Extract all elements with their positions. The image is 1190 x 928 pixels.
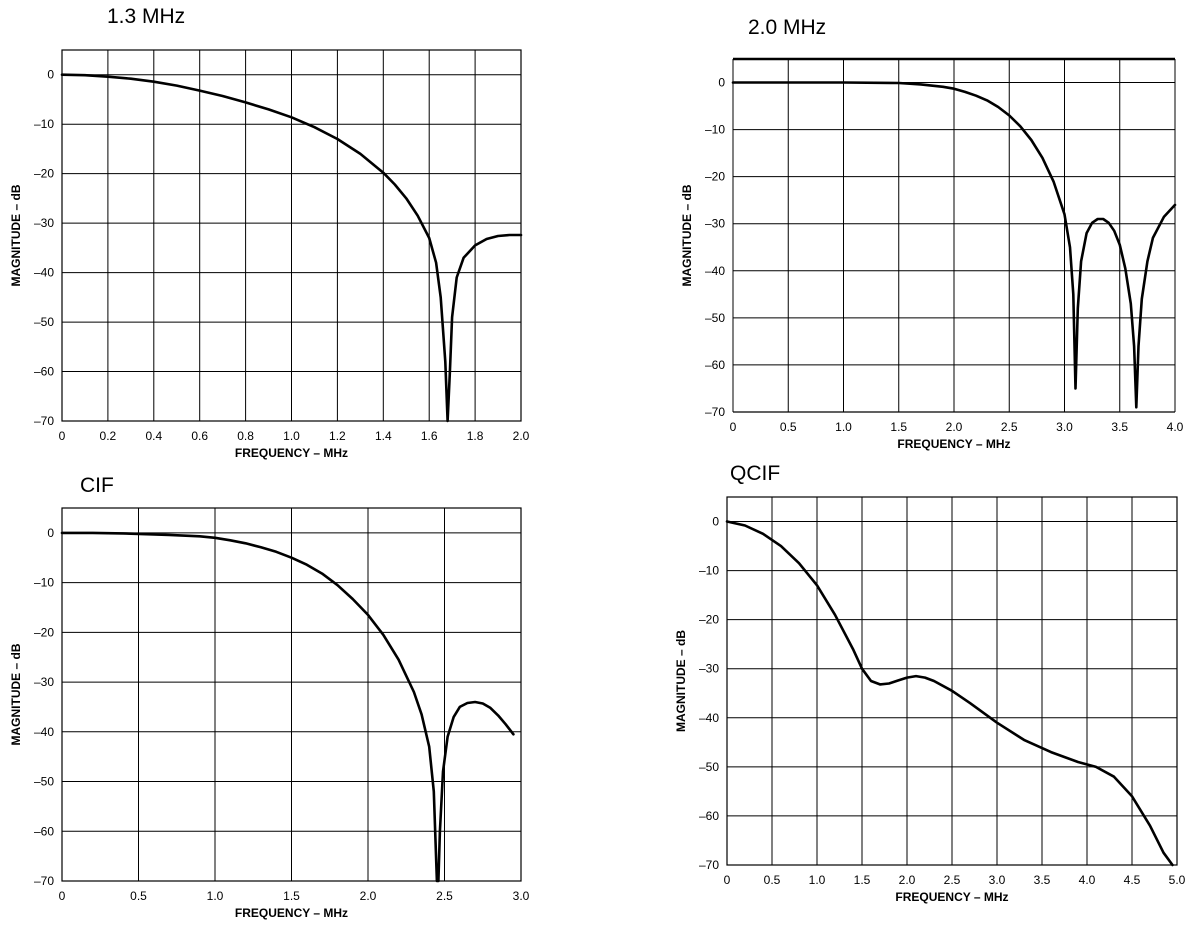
x-tick-label: 0.8 [237, 429, 254, 443]
y-tick-label: –70 [699, 858, 719, 872]
x-axis-title: FREQUENCY – MHz [897, 437, 1010, 451]
y-tick-label: –30 [699, 662, 719, 676]
chart-panel-2: 0 0.5 1.0 1.5 2.0 2.5 3.0 0 –10 –20 –30 –40 –50 –60 –7… [9, 507, 530, 920]
x-tick-label: 2.5 [1001, 420, 1018, 434]
y-tick-label: 0 [718, 76, 725, 90]
y-tick-label: –20 [34, 625, 54, 639]
y-tick-label: –60 [34, 365, 54, 379]
x-tick-label: 1.0 [835, 420, 852, 434]
y-tick-label: –60 [34, 824, 54, 838]
x-tick-label: 2.5 [944, 873, 961, 887]
x-tick-label: 0.6 [191, 429, 208, 443]
x-tick-label: 3.5 [1111, 420, 1128, 434]
y-tick-label: –10 [34, 117, 54, 131]
y-tick-label: –30 [34, 216, 54, 230]
panel-title-2-0mhz: 2.0 MHz [748, 16, 827, 39]
x-tick-label: 2.0 [946, 420, 963, 434]
x-tick-label: 2.5 [436, 889, 453, 903]
x-tick-label: 4.0 [1167, 420, 1184, 434]
x-tick-label: 1.5 [890, 420, 907, 434]
y-tick-label: –30 [34, 675, 54, 689]
y-tick-label: –30 [705, 217, 725, 231]
series-line [731, 81, 1177, 409]
y-axis-title: MAGNITUDE – dB [9, 184, 23, 286]
x-tick-label: 1.2 [329, 429, 346, 443]
y-tick-label: –60 [699, 809, 719, 823]
y-tick-label: –10 [699, 564, 719, 578]
panel-title-cif: CIF [80, 474, 114, 497]
x-tick-label: 1.0 [809, 873, 826, 887]
x-tick-label: 1.0 [207, 889, 224, 903]
series-line [60, 531, 515, 883]
x-tick-label: 4.0 [1079, 873, 1096, 887]
x-axis-title: FREQUENCY – MHz [235, 446, 348, 460]
chart-panel-3: 0 0.5 1.0 1.5 2.0 2.5 3.0 3.5 4.0 4.5 5.0 0 –10 –20 –3… [674, 496, 1186, 904]
y-tick-label: –50 [705, 311, 725, 325]
x-tick-label: 1.8 [467, 429, 484, 443]
x-tick-label: 0 [59, 429, 66, 443]
x-tick-label: 1.6 [421, 429, 438, 443]
x-tick-label: 2.0 [513, 429, 530, 443]
series-line [60, 73, 523, 423]
x-tick-label: 1.4 [375, 429, 392, 443]
x-axis-title: FREQUENCY – MHz [895, 890, 1008, 904]
x-tick-label: 3.0 [1056, 420, 1073, 434]
x-tick-label: 3.0 [989, 873, 1006, 887]
y-tick-label: –50 [34, 775, 54, 789]
y-tick-label: –40 [34, 725, 54, 739]
x-tick-label: 0 [730, 420, 737, 434]
y-axis-title: MAGNITUDE – dB [680, 184, 694, 286]
y-tick-label: –20 [699, 613, 719, 627]
y-tick-label: 0 [712, 515, 719, 529]
y-tick-label: 0 [47, 68, 54, 82]
y-tick-label: –70 [34, 414, 54, 428]
x-tick-label: 0.4 [145, 429, 162, 443]
x-tick-label: 0 [59, 889, 66, 903]
chart-panel-0: 0 0.2 0.4 0.6 0.8 1.0 1.2 1.4 1.6 1.8 2.0 0 –10 –20 –3… [9, 49, 530, 460]
x-tick-label: 1.0 [283, 429, 300, 443]
x-tick-label: 0.5 [764, 873, 781, 887]
y-tick-label: –40 [705, 264, 725, 278]
y-tick-label: –70 [705, 405, 725, 419]
panel-title-qcif: QCIF [730, 462, 781, 485]
x-tick-label: 3.5 [1034, 873, 1051, 887]
y-tick-label: –70 [34, 874, 54, 888]
y-tick-label: –20 [34, 167, 54, 181]
x-tick-label: 0 [724, 873, 731, 887]
x-tick-label: 0.2 [100, 429, 117, 443]
y-axis-title: MAGNITUDE – dB [674, 630, 688, 732]
x-tick-label: 1.5 [283, 889, 300, 903]
y-tick-label: –20 [705, 170, 725, 184]
y-tick-label: –50 [699, 760, 719, 774]
y-axis-title: MAGNITUDE – dB [9, 643, 23, 745]
chart-panel-1: 0 0.5 1.0 1.5 2.0 2.5 3.0 3.5 4.0 0 –10 –20 –30 –40 –5… [680, 57, 1184, 451]
x-tick-label: 2.0 [899, 873, 916, 887]
x-tick-label: 5.0 [1169, 873, 1186, 887]
x-axis-title: FREQUENCY – MHz [235, 906, 348, 920]
y-tick-label: –10 [34, 576, 54, 590]
x-tick-label: 4.5 [1124, 873, 1141, 887]
y-tick-label: –40 [699, 711, 719, 725]
panel-title-1-3mhz: 1.3 MHz [107, 5, 186, 28]
y-tick-label: 0 [47, 526, 54, 540]
y-tick-label: –50 [34, 315, 54, 329]
x-tick-label: 0.5 [130, 889, 147, 903]
y-tick-label: –10 [705, 123, 725, 137]
x-tick-label: 3.0 [513, 889, 530, 903]
y-tick-label: –60 [705, 358, 725, 372]
series-line [725, 520, 1174, 867]
x-tick-label: 2.0 [360, 889, 377, 903]
y-tick-label: –40 [34, 266, 54, 280]
x-tick-label: 0.5 [780, 420, 797, 434]
x-tick-label: 1.5 [854, 873, 871, 887]
